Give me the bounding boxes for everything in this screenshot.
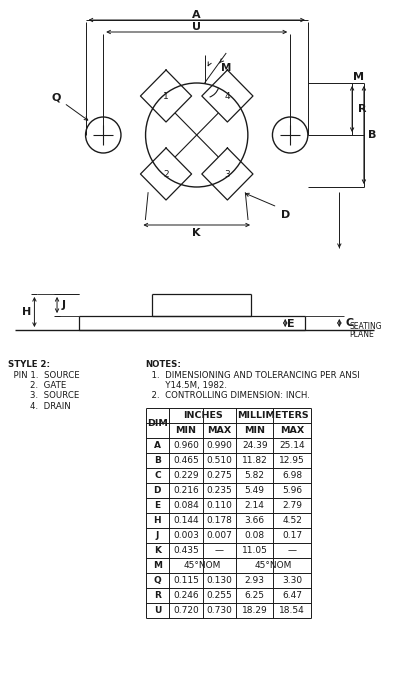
- Text: 0.110: 0.110: [206, 501, 232, 510]
- Text: R: R: [154, 591, 161, 600]
- Text: D: D: [154, 486, 161, 495]
- Text: 2.93: 2.93: [245, 576, 265, 585]
- Text: MAX: MAX: [280, 426, 304, 435]
- Text: 0.144: 0.144: [173, 516, 199, 525]
- Circle shape: [272, 117, 308, 153]
- Text: M: M: [153, 561, 162, 570]
- Text: J: J: [62, 300, 66, 310]
- Text: 3: 3: [225, 169, 230, 178]
- Text: 2.  GATE: 2. GATE: [8, 381, 66, 390]
- Text: A: A: [193, 10, 201, 20]
- Text: H: H: [22, 307, 31, 317]
- Text: 0.08: 0.08: [245, 531, 265, 540]
- Text: K: K: [154, 546, 161, 555]
- Text: 1: 1: [163, 92, 169, 101]
- Text: 0.235: 0.235: [206, 486, 232, 495]
- Text: 0.130: 0.130: [206, 576, 232, 585]
- Text: 0.255: 0.255: [206, 591, 232, 600]
- Text: 4.52: 4.52: [282, 516, 302, 525]
- Text: 0.435: 0.435: [173, 546, 199, 555]
- Text: 3.66: 3.66: [245, 516, 265, 525]
- Text: 11.82: 11.82: [242, 456, 268, 465]
- Text: C: C: [345, 318, 353, 328]
- Text: J: J: [156, 531, 159, 540]
- Text: R: R: [358, 104, 366, 114]
- Text: D: D: [281, 210, 290, 220]
- Text: B: B: [154, 456, 161, 465]
- Text: NOTES:: NOTES:: [146, 360, 181, 369]
- Text: 0.003: 0.003: [173, 531, 199, 540]
- Text: 18.54: 18.54: [279, 606, 305, 615]
- Text: 0.246: 0.246: [173, 591, 199, 600]
- Text: B: B: [368, 130, 376, 140]
- Text: 0.084: 0.084: [173, 501, 199, 510]
- Text: 3.30: 3.30: [282, 576, 302, 585]
- Text: 0.990: 0.990: [206, 441, 232, 450]
- Text: 45°NOM: 45°NOM: [255, 561, 292, 570]
- Text: MIN: MIN: [176, 426, 196, 435]
- Text: M: M: [221, 63, 232, 73]
- Text: 0.216: 0.216: [173, 486, 199, 495]
- Text: 0.17: 0.17: [282, 531, 302, 540]
- Text: 2.  CONTROLLING DIMENSION: INCH.: 2. CONTROLLING DIMENSION: INCH.: [146, 391, 310, 400]
- Text: 2.79: 2.79: [282, 501, 302, 510]
- Text: 4.  DRAIN: 4. DRAIN: [8, 402, 71, 411]
- Text: DIM: DIM: [147, 418, 168, 427]
- Text: 0.229: 0.229: [173, 471, 199, 480]
- Text: 3.  SOURCE: 3. SOURCE: [8, 391, 79, 400]
- Text: —: —: [288, 546, 297, 555]
- Text: M: M: [354, 72, 364, 82]
- Text: 6.25: 6.25: [245, 591, 265, 600]
- Text: 24.39: 24.39: [242, 441, 268, 450]
- Circle shape: [85, 117, 121, 153]
- Text: 18.29: 18.29: [242, 606, 268, 615]
- Text: E: E: [287, 319, 295, 329]
- Text: 5.49: 5.49: [245, 486, 265, 495]
- Text: 2: 2: [163, 169, 169, 178]
- Text: MILLIMETERS: MILLIMETERS: [238, 411, 309, 420]
- Text: K: K: [193, 228, 201, 238]
- Text: 0.007: 0.007: [206, 531, 232, 540]
- Text: MAX: MAX: [207, 426, 232, 435]
- Text: 6.47: 6.47: [282, 591, 302, 600]
- Text: U: U: [192, 22, 201, 32]
- Text: 11.05: 11.05: [242, 546, 268, 555]
- Text: E: E: [154, 501, 161, 510]
- Text: 25.14: 25.14: [279, 441, 305, 450]
- Text: INCHES: INCHES: [183, 411, 222, 420]
- Text: 2.14: 2.14: [245, 501, 265, 510]
- Text: —: —: [215, 546, 224, 555]
- Text: 0.730: 0.730: [206, 606, 232, 615]
- Text: 12.95: 12.95: [279, 456, 305, 465]
- Text: 0.178: 0.178: [206, 516, 232, 525]
- Text: 0.960: 0.960: [173, 441, 199, 450]
- Text: MIN: MIN: [244, 426, 265, 435]
- Text: U: U: [154, 606, 161, 615]
- Text: 1.  DIMENSIONING AND TOLERANCING PER ANSI: 1. DIMENSIONING AND TOLERANCING PER ANSI: [146, 371, 359, 380]
- Text: H: H: [154, 516, 161, 525]
- Text: 0.115: 0.115: [173, 576, 199, 585]
- Text: PLANE: PLANE: [349, 329, 374, 338]
- Text: 45°NOM: 45°NOM: [184, 561, 221, 570]
- Text: 0.510: 0.510: [206, 456, 232, 465]
- Text: 0.275: 0.275: [206, 471, 232, 480]
- Text: 5.96: 5.96: [282, 486, 302, 495]
- Text: Q: Q: [51, 92, 61, 102]
- Text: Y14.5M, 1982.: Y14.5M, 1982.: [146, 381, 227, 390]
- Text: 0.720: 0.720: [173, 606, 199, 615]
- Text: 4: 4: [225, 92, 230, 101]
- Text: STYLE 2:: STYLE 2:: [8, 360, 50, 369]
- Circle shape: [146, 83, 248, 187]
- Text: 6.98: 6.98: [282, 471, 302, 480]
- Text: A: A: [154, 441, 161, 450]
- Text: C: C: [154, 471, 161, 480]
- Text: Q: Q: [154, 576, 161, 585]
- Text: PIN 1.  SOURCE: PIN 1. SOURCE: [8, 371, 80, 380]
- Text: 5.82: 5.82: [245, 471, 265, 480]
- Text: 0.465: 0.465: [173, 456, 199, 465]
- Text: SEATING: SEATING: [349, 322, 382, 331]
